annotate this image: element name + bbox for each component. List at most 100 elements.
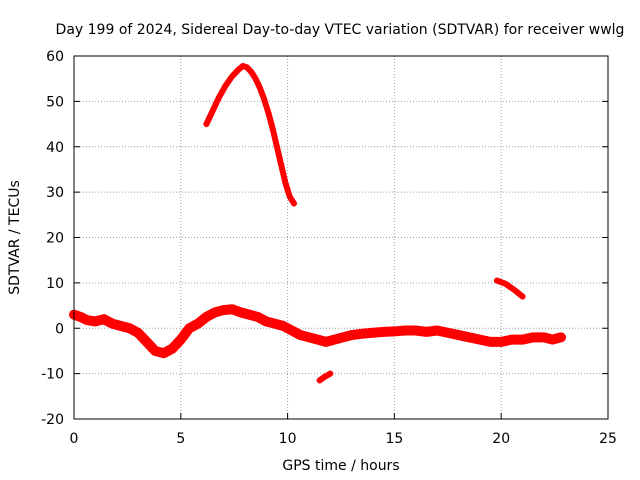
y-tick-label: -10 <box>41 367 64 383</box>
data-point <box>412 327 419 334</box>
data-point <box>391 328 398 335</box>
data-point <box>466 334 473 341</box>
y-tick-label: 40 <box>46 140 64 156</box>
x-tick-label: 0 <box>70 431 79 447</box>
data-point <box>540 334 547 341</box>
y-tick-label: 20 <box>46 231 64 247</box>
y-tick-label: 10 <box>46 276 64 292</box>
data-point <box>203 121 210 128</box>
data-point <box>278 161 285 168</box>
y-tick-label: -20 <box>41 412 64 428</box>
data-point <box>519 336 526 343</box>
data-point <box>271 320 278 327</box>
data-point <box>222 82 229 89</box>
data-point <box>216 93 223 100</box>
data-point <box>177 336 184 343</box>
data-point <box>261 96 268 103</box>
data-point <box>380 328 387 335</box>
data-point <box>220 307 227 314</box>
x-tick-label: 25 <box>599 431 617 447</box>
data-point <box>370 329 377 336</box>
data-point <box>476 336 483 343</box>
data-point <box>434 327 441 334</box>
axis-ticks: 0 5 10 15 20 25 -20 -10 0 10 20 30 40 50 60 <box>41 49 617 447</box>
data-point <box>530 334 537 341</box>
data-point <box>239 62 246 69</box>
data-point <box>280 322 287 329</box>
data-point <box>109 320 116 327</box>
x-tick-label: 15 <box>385 431 403 447</box>
data-point <box>252 75 259 82</box>
data-point <box>92 318 99 325</box>
y-tick-label: 60 <box>46 49 64 65</box>
data-point <box>263 318 270 325</box>
data-point <box>549 336 556 343</box>
data-point <box>160 350 167 357</box>
y-tick-label: 50 <box>46 94 64 110</box>
data-point <box>211 309 218 316</box>
data-point <box>203 313 210 320</box>
data-point <box>444 329 451 336</box>
data-point <box>502 280 509 287</box>
data-point <box>340 334 347 341</box>
x-tick-label: 5 <box>176 431 185 447</box>
grid <box>74 56 608 419</box>
data-point <box>143 338 150 345</box>
data-point <box>265 109 272 116</box>
data-point <box>235 66 242 73</box>
data-point <box>348 332 355 339</box>
data-point <box>291 200 298 207</box>
data-point <box>498 338 505 345</box>
data-point <box>83 317 90 324</box>
data-point <box>316 377 323 384</box>
data-point <box>558 334 565 341</box>
data-point <box>248 68 255 75</box>
data-point <box>320 374 327 381</box>
data-point <box>152 347 159 354</box>
data-point <box>229 306 236 313</box>
data-point <box>273 143 280 150</box>
y-tick-label: 0 <box>55 321 64 337</box>
series-main-band <box>69 304 567 359</box>
y-axis-label: SDTVAR / TECUs <box>7 180 23 295</box>
data-point <box>487 338 494 345</box>
data-point <box>511 286 518 293</box>
data-point <box>244 64 251 71</box>
data-point <box>359 330 366 337</box>
data-point <box>508 336 515 343</box>
data-point <box>126 325 133 332</box>
data-point <box>186 325 193 332</box>
data-point <box>519 293 526 300</box>
data-point <box>269 125 276 132</box>
data-point <box>246 311 253 318</box>
data-point <box>402 327 409 334</box>
series-upper-branch <box>203 62 298 207</box>
data-points <box>69 62 567 384</box>
y-tick-label: 30 <box>46 185 64 201</box>
x-tick-label: 10 <box>279 431 297 447</box>
data-point <box>455 332 462 339</box>
data-point <box>237 309 244 316</box>
data-point <box>493 277 500 284</box>
data-point <box>194 320 201 327</box>
data-point <box>305 334 312 341</box>
data-point <box>286 193 293 200</box>
chart-title: Day 199 of 2024, Sidereal Day-to-day VTE… <box>56 22 625 38</box>
data-point <box>169 345 176 352</box>
data-point <box>423 328 430 335</box>
data-point <box>100 316 107 323</box>
data-point <box>209 107 216 114</box>
x-tick-label: 20 <box>492 431 510 447</box>
data-point <box>327 370 334 377</box>
data-point <box>135 329 142 336</box>
data-point <box>288 327 295 334</box>
data-point <box>297 332 304 339</box>
data-point <box>323 338 330 345</box>
data-point <box>77 313 84 320</box>
data-point <box>314 336 321 343</box>
series-short-segment-b <box>493 277 526 300</box>
data-point <box>254 313 261 320</box>
data-point <box>229 73 236 80</box>
data-point <box>117 322 124 329</box>
